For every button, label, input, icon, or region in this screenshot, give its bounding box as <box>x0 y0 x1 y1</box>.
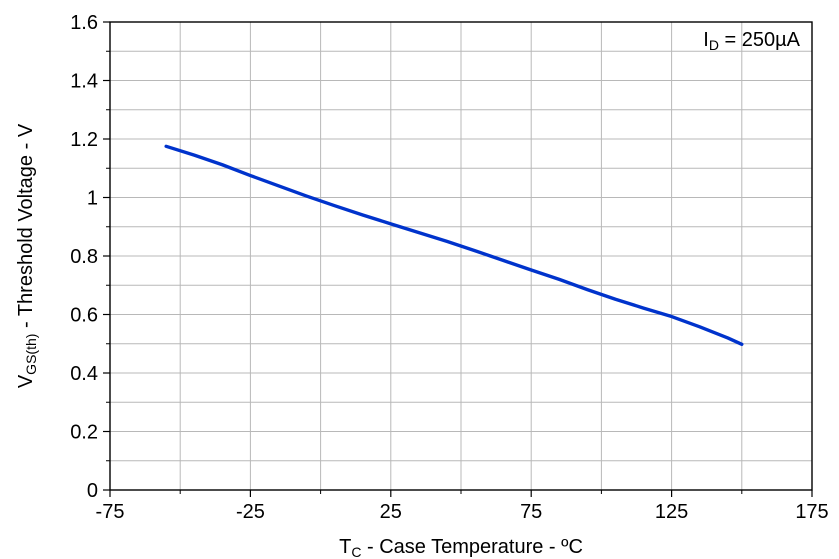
y-tick-label: 0.8 <box>70 246 98 268</box>
threshold-voltage-chart: -75 -25 25 75 125 175 0 0.2 0.4 0.6 0.8 1 1.2 1.4 1.6 T… <box>0 0 839 559</box>
y-tick-label: 0.4 <box>70 363 98 385</box>
y-tick-label: 0 <box>87 480 98 502</box>
y-tick-label: 1 <box>87 188 98 210</box>
x-tick-label: 175 <box>795 501 828 523</box>
y-tick-label: 0.6 <box>70 305 98 327</box>
y-tick-label: 0.2 <box>70 422 98 444</box>
x-tick-label: 25 <box>380 501 402 523</box>
y-tick-label: 1.6 <box>70 12 98 34</box>
chart-container: -75 -25 25 75 125 175 0 0.2 0.4 0.6 0.8 1 1.2 1.4 1.6 T… <box>0 0 839 559</box>
x-tick-label: 125 <box>655 501 688 523</box>
y-tick-label: 1.4 <box>70 71 98 93</box>
x-axis-label: TC - Case Temperature - ºC <box>339 536 583 559</box>
y-tick-label: 1.2 <box>70 129 98 151</box>
x-tick-label: -25 <box>236 501 265 523</box>
x-tick-label: 75 <box>520 501 542 523</box>
x-tick-label: -75 <box>96 501 125 523</box>
